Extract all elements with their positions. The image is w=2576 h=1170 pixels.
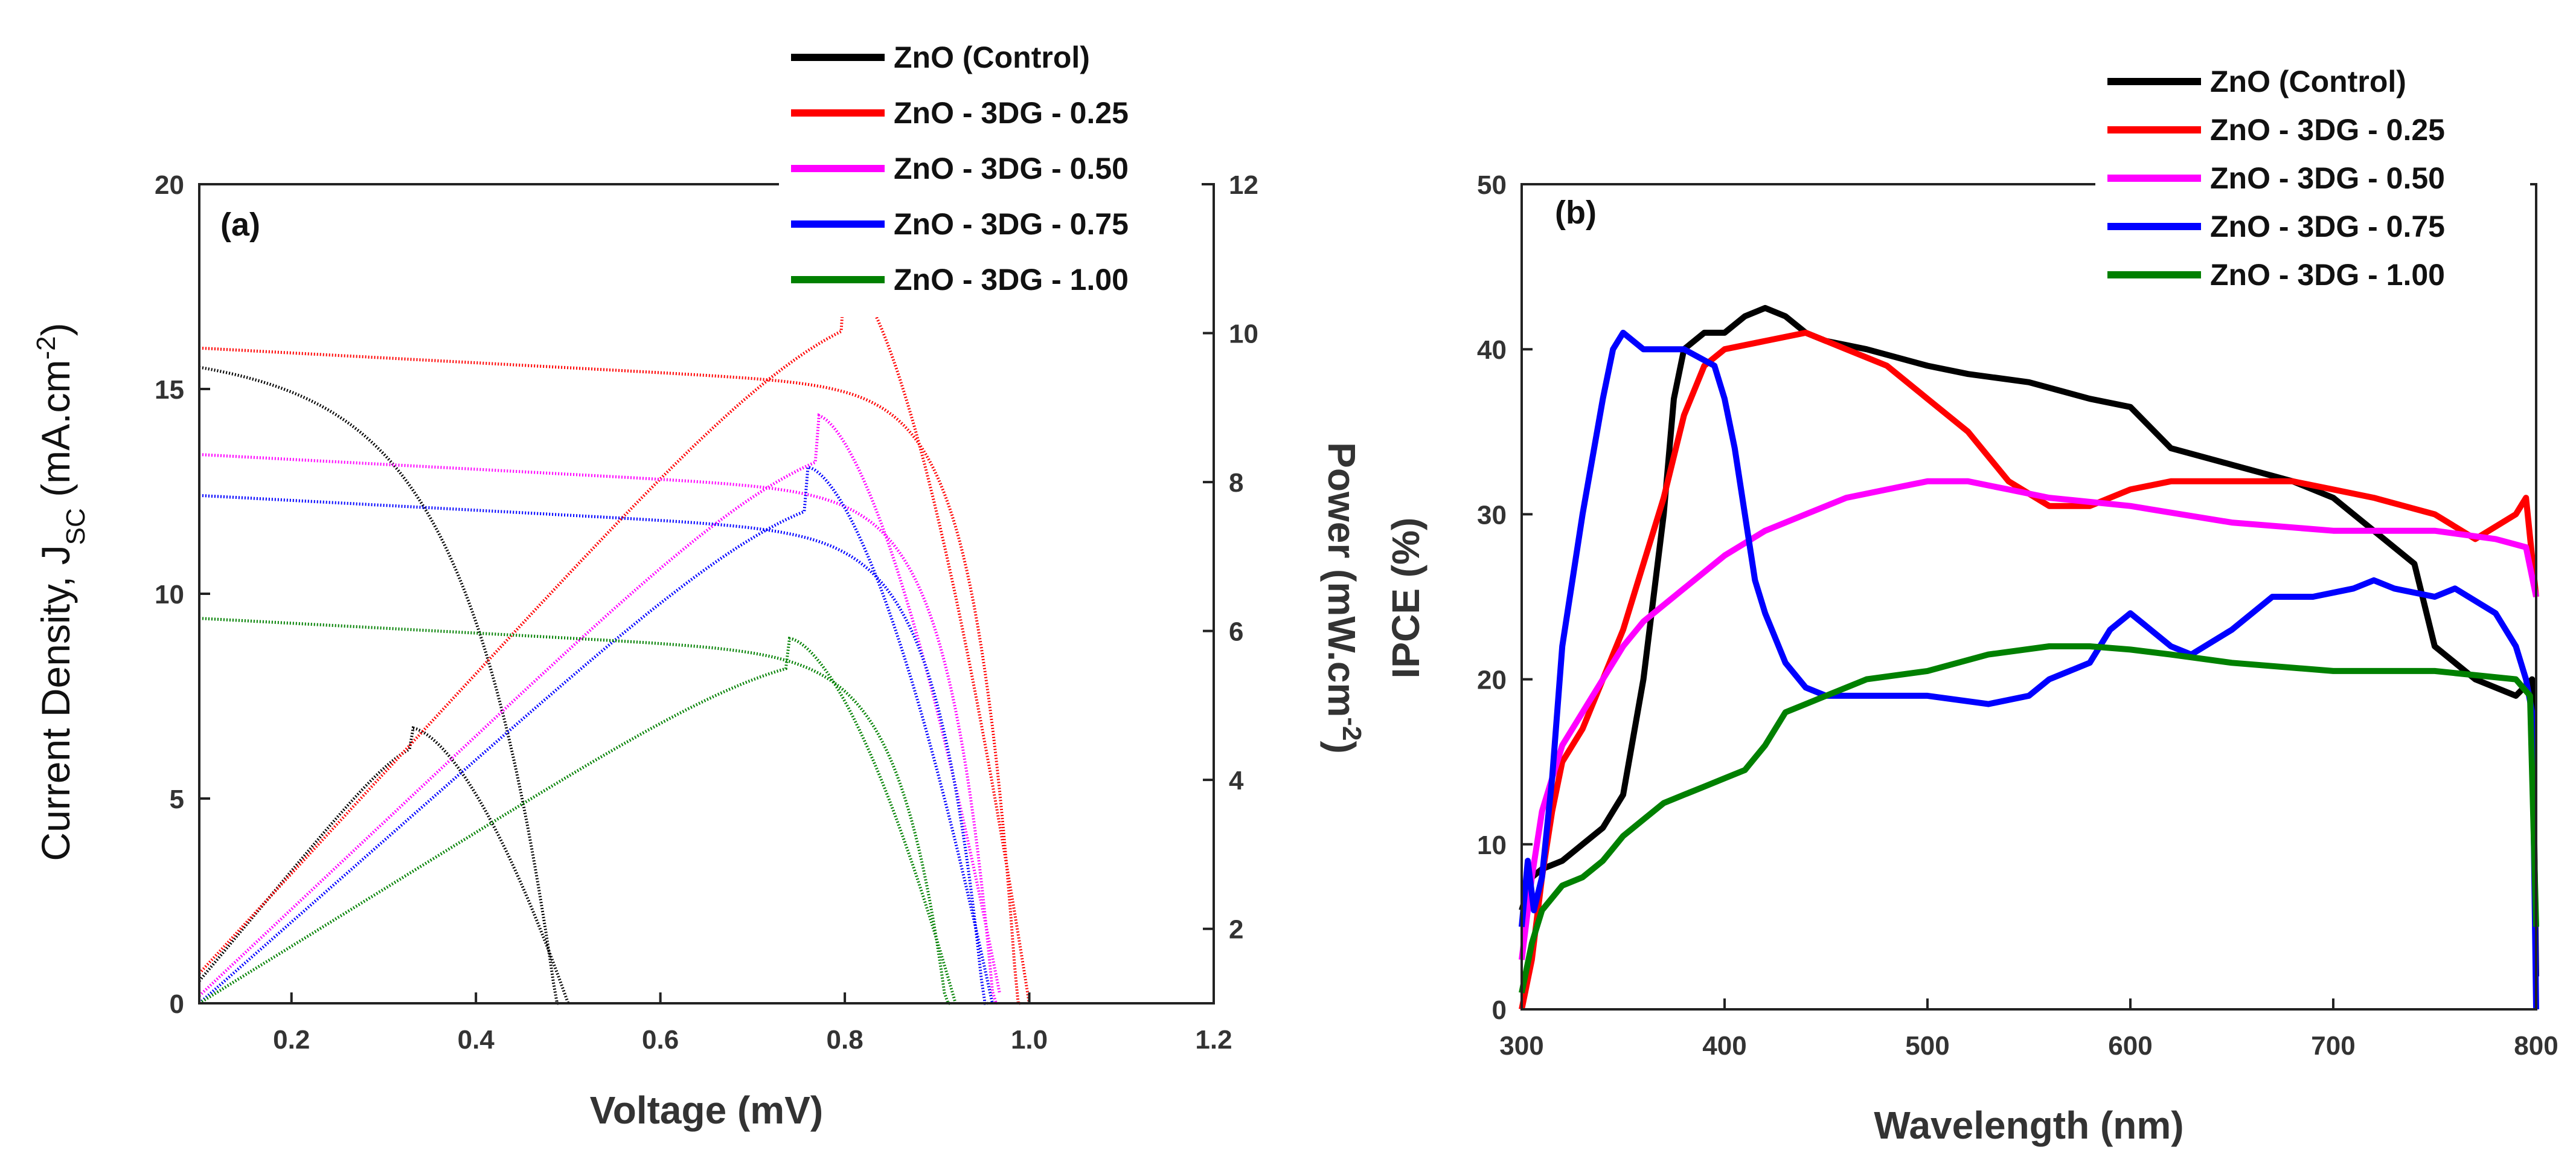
panel-a-series-group	[198, 271, 1031, 1005]
panel-a-power-curve-zno-control	[198, 726, 570, 1004]
panel-b-x-tick-label: 600	[2108, 1031, 2152, 1061]
panel-a-legend-label-zno-control: ZnO (Control)	[894, 40, 1090, 74]
panel-b-ipce-curve-zno-3dg-0-75	[1519, 329, 2539, 1010]
panel-b-ipce-curve-zno-3dg-1-00	[1519, 643, 2539, 994]
panel-a-y2-axis-label: Power (mW.cm-2)	[1320, 442, 1367, 754]
panel-a-legend-label-zno-3dg-0-75: ZnO - 3DG - 0.75	[894, 207, 1129, 241]
panel-a-jv-curve-zno-control	[199, 365, 559, 1005]
panel-b-y-tick-label: 10	[1477, 831, 1507, 860]
panel-a-x-tick-label: 1.2	[1195, 1025, 1232, 1055]
panel-a-ylabel-unit: (mA.cm	[33, 360, 78, 509]
panel-b-legend-label-zno-3dg-0-25: ZnO - 3DG - 0.25	[2210, 113, 2445, 147]
panel-b-legend-background	[2095, 57, 2530, 323]
panel-b-y-tick-label: 30	[1477, 500, 1507, 530]
panel-a-y2-tick-label: 8	[1229, 468, 1243, 498]
panel-a-power-curve-zno-3dg-0-25	[198, 271, 1031, 1004]
panel-a-x-tick-label: 0.4	[458, 1025, 495, 1055]
panel-a-y-tick-label: 15	[155, 375, 184, 405]
panel-a-legend-label-zno-3dg-0-25: ZnO - 3DG - 0.25	[894, 96, 1129, 130]
panel-a-y-tick-label: 10	[155, 580, 184, 609]
panel-a-y-tick-label: 5	[170, 785, 184, 814]
panel-b-x-tick-label: 500	[1905, 1031, 1949, 1061]
panel-b-y-tick-label: 0	[1492, 995, 1507, 1025]
panel-b-x-tick-label: 400	[1702, 1031, 1746, 1061]
panel-b-series-group	[1519, 304, 2539, 1011]
panel-b-legend-label-zno-3dg-1-00: ZnO - 3DG - 1.00	[2210, 258, 2445, 292]
panel-a-y-ticks: 0 5 10 15 20	[155, 170, 210, 1019]
panel-a-y2-tick-label: 12	[1229, 170, 1258, 200]
panel-a-chart: 0.2 0.4 0.6 0.8 1.0 1.2 0 5 10 15 20 2 4 6 8 10 12 (a)…	[31, 33, 1367, 1132]
panel-a-ylabel-sup: -2	[31, 336, 61, 359]
panel-b-y-tick-label: 40	[1477, 335, 1507, 365]
panel-b-y-axis-label: IPCE (%)	[1384, 518, 1427, 679]
panel-a-x-tick-label: 0.8	[827, 1025, 863, 1055]
panel-a-y-tick-label: 0	[170, 989, 184, 1019]
panel-b-legend: ZnO (Control) ZnO - 3DG - 0.25 ZnO - 3DG -…	[2095, 57, 2530, 323]
panel-a-y2-tick-label: 2	[1229, 915, 1243, 945]
panel-b-y-ticks: 0 10 20 30 40 50	[1477, 170, 1533, 1025]
panel-b-ipce-curve-zno-3dg-0-25	[1519, 329, 2539, 1011]
panel-a-y2-tick-label: 6	[1229, 617, 1243, 647]
panel-a-jv-curve-zno-3dg-0-75	[199, 493, 988, 1005]
panel-a-legend-label-zno-3dg-1-00: ZnO - 3DG - 1.00	[894, 263, 1129, 297]
panel-a-ylabel-close: )	[33, 323, 78, 336]
panel-b-y-tick-label: 50	[1477, 170, 1507, 200]
panel-a-y-axis-label: Current Density, JSC (mA.cm-2)	[31, 323, 91, 861]
panel-a-power-curve-zno-3dg-1-00	[198, 636, 957, 1005]
panel-a-x-tick-label: 0.2	[273, 1025, 310, 1055]
panel-b-x-axis-label: Wavelength (nm)	[1874, 1104, 2184, 1147]
panel-b-legend-label-zno-3dg-0-50: ZnO - 3DG - 0.50	[2210, 161, 2445, 195]
panel-a-y2-ticks: 2 4 6 8 10 12	[1203, 170, 1258, 945]
panel-a-y2label-sup: -2	[1338, 717, 1367, 741]
panel-b-x-ticks: 300 400 500 600 700 800	[1499, 998, 2558, 1061]
panel-a-legend-label-zno-3dg-0-50: ZnO - 3DG - 0.50	[894, 152, 1129, 185]
panel-a-x-tick-label: 0.6	[642, 1025, 679, 1055]
panel-b-plot-frame	[1520, 183, 2537, 1011]
panel-a-jv-curve-zno-3dg-0-25	[199, 346, 1020, 1005]
panel-b-legend-label-zno-3dg-0-75: ZnO - 3DG - 0.75	[2210, 210, 2445, 243]
panel-a-label: (a)	[220, 207, 260, 243]
panel-a-legend: ZnO (Control) ZnO - 3DG - 0.25 ZnO - 3DG -…	[779, 33, 1202, 317]
panel-b-y-tick-label: 20	[1477, 666, 1507, 695]
panel-b-ipce-curve-zno-3dg-0-50	[1519, 478, 2539, 960]
panel-b-chart: 300 400 500 600 700 800 0 10 20 30 40 50 (b) Wavel…	[1384, 57, 2558, 1147]
panel-a-x-tick-label: 1.0	[1011, 1025, 1048, 1055]
panel-a-jv-curve-zno-3dg-0-50	[199, 453, 998, 1005]
panel-a-y2label-main: Power (mW.cm	[1320, 442, 1363, 717]
panel-a-legend-background	[779, 33, 1202, 317]
panel-a-y2-tick-label: 4	[1229, 766, 1244, 796]
panel-b-legend-label-zno-control: ZnO (Control)	[2210, 65, 2406, 98]
panel-b-x-tick-label: 300	[1499, 1031, 1543, 1061]
panel-a-power-curve-zno-3dg-0-75	[198, 465, 994, 1004]
panel-b-label: (b)	[1555, 194, 1597, 231]
panel-a-ylabel-sub: SC	[61, 508, 91, 545]
panel-a-x-ticks: 0.2 0.4 0.6 0.8 1.0 1.2	[273, 992, 1232, 1055]
panel-a-ylabel-main: Current Density, J	[33, 545, 78, 861]
panel-a-y2label-close: )	[1320, 741, 1363, 754]
panel-b-x-tick-label: 800	[2514, 1031, 2558, 1061]
panel-a-y2-tick-label: 10	[1229, 320, 1258, 349]
panel-a-x-axis-label: Voltage (mV)	[590, 1088, 823, 1132]
panel-b-x-tick-label: 700	[2311, 1031, 2355, 1061]
panel-a-y-tick-label: 20	[155, 170, 184, 200]
